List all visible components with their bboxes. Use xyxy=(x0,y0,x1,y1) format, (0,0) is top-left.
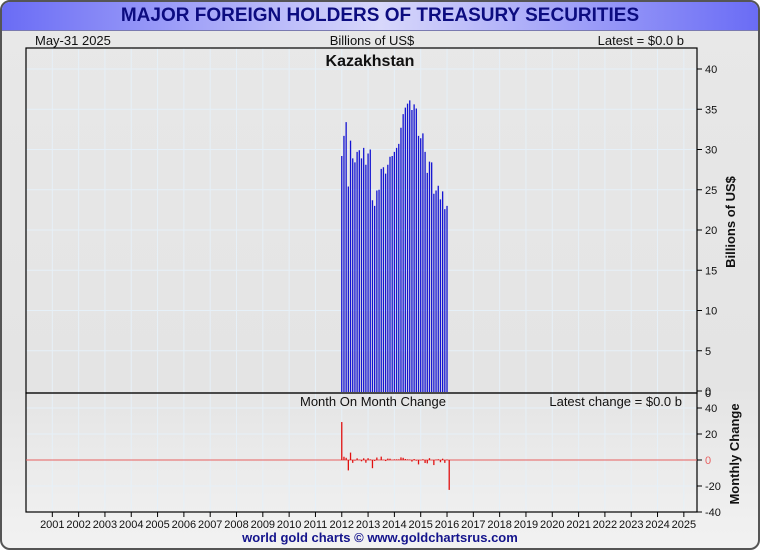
y-tick-label: 0 xyxy=(705,386,711,398)
x-tick-label: 2007 xyxy=(198,519,222,531)
latest-value-label: Latest = $0.0 b xyxy=(597,33,684,48)
change-y-axis: 40 20 0 -20 -40 xyxy=(697,403,721,519)
change-tick-label: 0 xyxy=(705,455,711,467)
x-tick-label: 2021 xyxy=(566,519,590,531)
y-tick-label: 40 xyxy=(705,64,717,76)
change-panel-title: Month On Month Change xyxy=(300,394,446,409)
x-tick-label: 2008 xyxy=(224,519,248,531)
x-tick-label: 2014 xyxy=(382,519,406,531)
x-tick-label: 2005 xyxy=(145,519,169,531)
x-tick-label: 2012 xyxy=(330,519,354,531)
change-plot-frame xyxy=(25,392,698,513)
x-tick-label: 2016 xyxy=(435,519,459,531)
y-tick-label: 30 xyxy=(705,145,717,157)
change-tick-label: -40 xyxy=(705,507,721,519)
title-bar: MAJOR FOREIGN HOLDERS OF TREASURY SECURI… xyxy=(2,2,758,31)
y-axis-title: Billions of US$ xyxy=(723,175,738,268)
x-tick-label: 2003 xyxy=(93,519,117,531)
y-tick-label: 20 xyxy=(705,225,717,237)
x-tick-label: 2010 xyxy=(277,519,301,531)
change-grid xyxy=(26,393,697,512)
y-tick-label: 0 xyxy=(705,388,711,400)
y-tick-label: 25 xyxy=(705,185,717,197)
y-tick-label: 10 xyxy=(705,306,717,318)
x-tick-label: 2015 xyxy=(408,519,432,531)
y-tick-label: 15 xyxy=(705,265,717,277)
x-tick-label: 2013 xyxy=(356,519,380,531)
units-label: Billions of US$ xyxy=(329,33,415,48)
x-tick-label: 2022 xyxy=(593,519,617,531)
x-tick-label: 2006 xyxy=(172,519,196,531)
x-tick-label: 2025 xyxy=(672,519,696,531)
x-tick-label: 2017 xyxy=(461,519,485,531)
x-tick-label: 2020 xyxy=(540,519,564,531)
x-tick-label: 2011 xyxy=(304,519,328,531)
x-axis: 2001 2002 2003 2004 2005 2006 2007 2008 2009 2010… xyxy=(40,512,696,531)
change-tick-label: 40 xyxy=(705,403,717,415)
country-title: Kazakhstan xyxy=(326,53,415,70)
chart-main-title: MAJOR FOREIGN HOLDERS OF TREASURY SECURI… xyxy=(120,5,640,26)
y-tick-label: 5 xyxy=(705,346,711,358)
change-tick-label: -20 xyxy=(705,481,721,493)
change-bars xyxy=(341,422,450,490)
x-tick-label: 2023 xyxy=(619,519,643,531)
x-tick-label: 2024 xyxy=(645,519,669,531)
x-tick-label: 2001 xyxy=(40,519,64,531)
x-tick-label: 2018 xyxy=(487,519,511,531)
latest-change-label: Latest change = $0.0 b xyxy=(549,394,682,409)
x-tick-label: 2019 xyxy=(514,519,538,531)
footer-credit: world gold charts © www.goldchartsrus.co… xyxy=(242,530,518,545)
x-tick-label: 2004 xyxy=(119,519,143,531)
holdings-bars xyxy=(341,100,448,392)
change-axis-title: Monthly Change xyxy=(727,403,742,504)
x-tick-label: 2002 xyxy=(66,519,90,531)
change-tick-label: 20 xyxy=(705,429,717,441)
x-tick-label: 2009 xyxy=(251,519,275,531)
date-label: May-31 2025 xyxy=(35,33,111,48)
y-tick-label: 35 xyxy=(705,104,717,116)
